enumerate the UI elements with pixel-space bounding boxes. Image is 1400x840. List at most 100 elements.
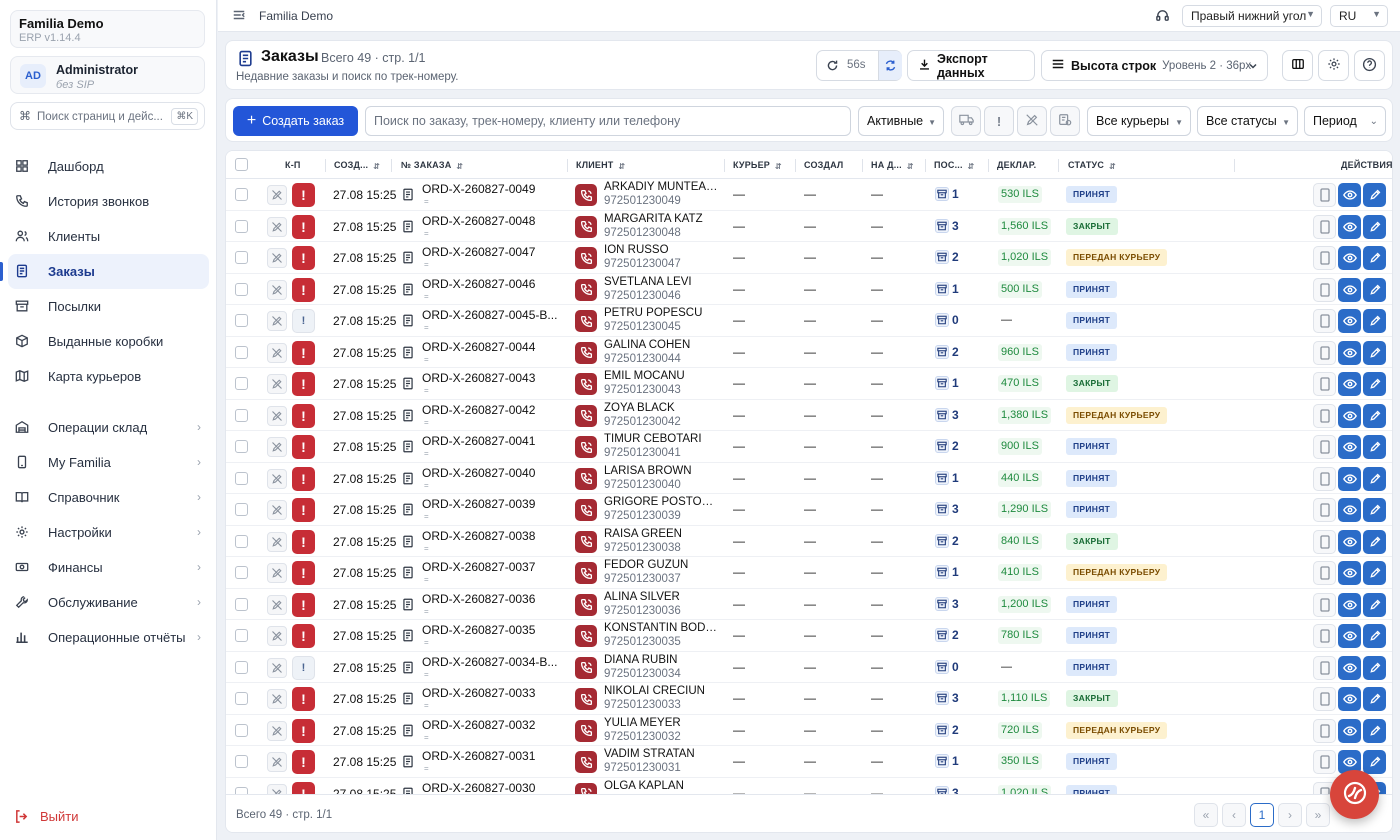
- no-courier-icon[interactable]: [267, 783, 287, 794]
- edit-order-button[interactable]: [1363, 403, 1386, 428]
- order-number-link[interactable]: ORD-X-260827-0046: [422, 276, 536, 291]
- view-order-button[interactable]: [1338, 277, 1361, 302]
- client-name[interactable]: OLGA KAPLAN: [604, 779, 684, 792]
- edit-order-button[interactable]: [1363, 592, 1386, 617]
- order-number-link[interactable]: ORD-X-260827-0043: [422, 371, 536, 385]
- edit-order-button[interactable]: [1363, 529, 1386, 554]
- col-order-no[interactable]: № ЗАКАЗА ⇵: [401, 160, 463, 171]
- view-order-button[interactable]: [1338, 183, 1361, 207]
- row-checkbox[interactable]: [235, 503, 248, 516]
- urgent-flag-icon[interactable]: !: [292, 750, 315, 774]
- client-name[interactable]: GRIGORE POSTOLA...: [604, 496, 719, 508]
- view-order-button[interactable]: [1338, 561, 1361, 585]
- call-client-icon[interactable]: [575, 373, 597, 395]
- sidebar-item[interactable]: Обслуживание ›: [8, 585, 209, 620]
- order-number-link[interactable]: ORD-X-260827-0049: [422, 182, 536, 196]
- mobile-app-icon[interactable]: [1313, 624, 1336, 648]
- call-client-icon[interactable]: [575, 499, 597, 521]
- widget-position-select[interactable]: Правый нижний угол ▼: [1182, 5, 1322, 27]
- row-checkbox[interactable]: [235, 345, 248, 359]
- row-checkbox[interactable]: [235, 314, 248, 327]
- table-row[interactable]: ! 27.08 15:25 ORD-X-260827-0042 = ZOYA BLACK…: [226, 400, 1392, 431]
- no-courier-icon[interactable]: [267, 752, 287, 772]
- client-name[interactable]: ION RUSSO: [604, 244, 669, 256]
- view-order-button[interactable]: [1338, 529, 1361, 554]
- sidebar-item[interactable]: Выданные коробки: [8, 324, 209, 359]
- sidebar-item[interactable]: Карта курьеров: [8, 359, 209, 394]
- no-courier-icon[interactable]: [267, 437, 287, 457]
- filter-delivery-button[interactable]: [951, 106, 981, 136]
- call-client-icon[interactable]: [575, 215, 597, 238]
- last-page-button[interactable]: »: [1306, 803, 1330, 827]
- call-client-icon[interactable]: [575, 782, 597, 794]
- sidebar-item[interactable]: My Familia ›: [8, 445, 209, 480]
- urgent-flag-icon[interactable]: !: [292, 403, 315, 428]
- no-courier-icon[interactable]: [267, 594, 287, 615]
- order-number-link[interactable]: ORD-X-260827-0037: [422, 560, 536, 574]
- call-client-icon[interactable]: [575, 719, 597, 742]
- urgent-flag-icon[interactable]: !: [292, 372, 315, 396]
- urgent-flag-icon[interactable]: !: [292, 718, 315, 743]
- no-courier-icon[interactable]: [267, 216, 287, 237]
- client-name[interactable]: VADIM STRATAN: [604, 748, 695, 760]
- client-name[interactable]: EMIL MOCANU: [604, 370, 685, 382]
- order-number-link[interactable]: ORD-X-260827-0036: [422, 591, 536, 606]
- courier-filter-select[interactable]: Все курьеры ▼: [1087, 106, 1191, 136]
- order-number-link[interactable]: ORD-X-260827-0030: [422, 780, 536, 795]
- row-checkbox[interactable]: [235, 251, 248, 264]
- order-search-input[interactable]: [365, 106, 851, 136]
- row-height-button[interactable]: Высота строк Уровень 2 · 36px: [1041, 50, 1268, 81]
- view-order-button[interactable]: [1338, 309, 1361, 333]
- view-order-button[interactable]: [1338, 403, 1361, 428]
- select-all-checkbox[interactable]: [235, 158, 248, 171]
- mobile-app-icon[interactable]: [1313, 435, 1336, 459]
- edit-order-button[interactable]: [1363, 277, 1386, 302]
- mobile-app-icon[interactable]: [1313, 403, 1336, 428]
- prev-page-button[interactable]: ‹: [1222, 803, 1246, 827]
- edit-order-button[interactable]: [1363, 214, 1386, 239]
- row-checkbox[interactable]: [235, 219, 248, 233]
- page-search-input[interactable]: [37, 107, 177, 126]
- edit-order-button[interactable]: [1363, 750, 1386, 774]
- client-name[interactable]: MARGARITA KATZ: [604, 212, 703, 225]
- export-button[interactable]: Экспорт данных: [907, 50, 1035, 81]
- sidebar-item[interactable]: Клиенты: [8, 219, 209, 254]
- view-order-button[interactable]: [1338, 466, 1361, 491]
- no-courier-icon[interactable]: [267, 311, 287, 331]
- edit-order-button[interactable]: [1363, 655, 1386, 680]
- table-row[interactable]: ! 27.08 15:25 ORD-X-260827-0044 = GALINA COH…: [226, 337, 1392, 368]
- table-row[interactable]: ! 27.08 15:25 ORD-X-260827-0037 = FEDOR GUZU…: [226, 557, 1392, 589]
- no-courier-icon[interactable]: [267, 626, 287, 646]
- mobile-app-icon[interactable]: [1313, 529, 1336, 554]
- view-order-button[interactable]: [1338, 624, 1361, 648]
- no-courier-icon[interactable]: [267, 657, 287, 678]
- call-client-icon[interactable]: [575, 562, 597, 584]
- mobile-app-icon[interactable]: [1313, 750, 1336, 774]
- row-checkbox[interactable]: [235, 723, 248, 737]
- edit-order-button[interactable]: [1363, 624, 1386, 648]
- no-courier-icon[interactable]: [267, 185, 287, 205]
- edit-order-button[interactable]: [1363, 372, 1386, 396]
- table-row[interactable]: ! 27.08 15:25 ORD-X-260827-0046 = SVETLANA L…: [226, 274, 1392, 305]
- view-order-button[interactable]: [1338, 435, 1361, 459]
- view-order-button[interactable]: [1338, 498, 1361, 522]
- row-checkbox[interactable]: [235, 408, 248, 422]
- edit-order-button[interactable]: [1363, 435, 1386, 459]
- table-row[interactable]: ! 27.08 15:25 ORD-X-260827-0045-B... = PETRU…: [226, 305, 1392, 337]
- client-name[interactable]: RAISA GREEN: [604, 527, 682, 540]
- view-order-button[interactable]: [1338, 372, 1361, 396]
- client-name[interactable]: GALINA COHEN: [604, 338, 691, 351]
- no-courier-icon[interactable]: [267, 279, 287, 300]
- table-row[interactable]: ! 27.08 15:25 ORD-X-260827-0047 = ION RUSSO 9…: [226, 242, 1392, 274]
- no-courier-icon[interactable]: [267, 248, 287, 268]
- order-number-link[interactable]: ORD-X-260827-0040: [422, 465, 536, 480]
- row-checkbox[interactable]: [235, 471, 248, 485]
- table-row[interactable]: ! 27.08 15:25 ORD-X-260827-0032 = YULIA MEYE…: [226, 715, 1392, 746]
- client-name[interactable]: ALINA SILVER: [604, 590, 680, 603]
- urgent-flag-icon[interactable]: !: [292, 687, 315, 711]
- row-checkbox[interactable]: [235, 282, 248, 296]
- order-number-link[interactable]: ORD-X-260827-0039: [422, 497, 536, 511]
- call-client-icon[interactable]: [575, 404, 597, 427]
- row-checkbox[interactable]: [235, 188, 248, 201]
- table-row[interactable]: ! 27.08 15:25 ORD-X-260827-0049 = ARKADIY MU…: [226, 179, 1392, 211]
